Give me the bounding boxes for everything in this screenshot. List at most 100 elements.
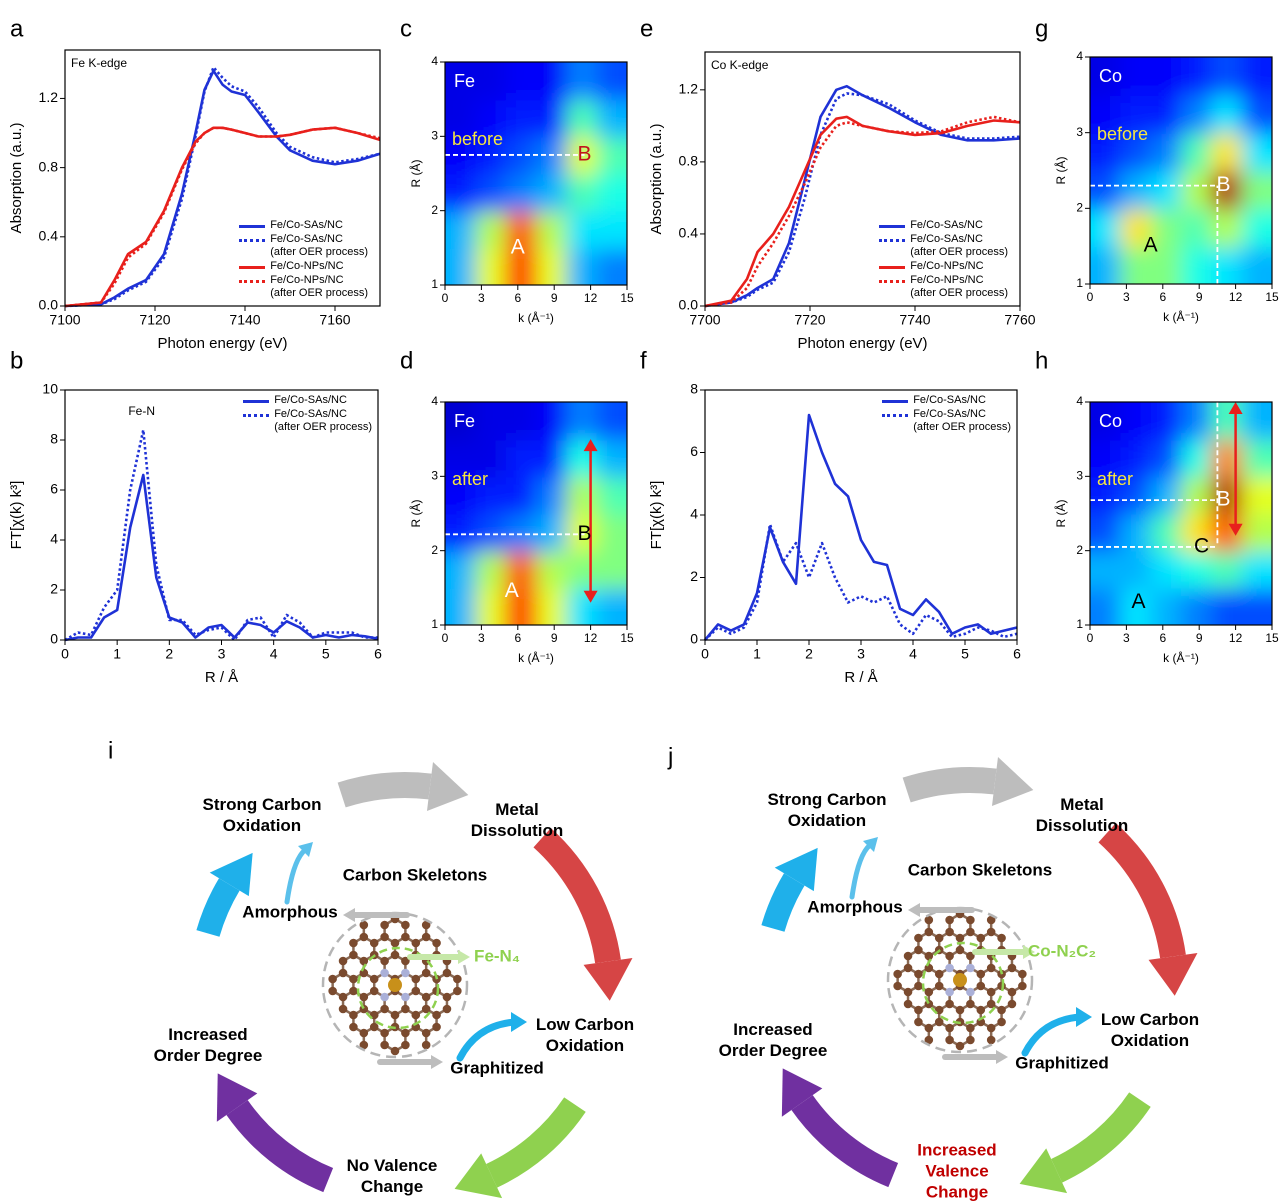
atom (986, 963, 996, 973)
panel-label: d (400, 347, 413, 374)
diagram-label: Graphitized (450, 1058, 544, 1078)
diagram-label: Carbon Skeletons (907, 860, 1053, 880)
heatmap-cells (445, 62, 627, 285)
legend-swatch (239, 239, 266, 242)
heatmap-cell (505, 476, 537, 515)
x-tick-label: 5 (961, 646, 969, 662)
small-arrow (849, 842, 873, 900)
x-tick-label: 15 (620, 631, 634, 645)
legend-label: Fe/Co-NPs/NC (after OER process) (910, 274, 1008, 299)
atom (359, 920, 369, 930)
heatmap-cell (1150, 439, 1182, 478)
atom (421, 920, 431, 930)
atom (945, 927, 954, 937)
atom (442, 1004, 452, 1014)
x-tick-label: 0 (442, 291, 449, 305)
y-tick-label: 0.4 (39, 228, 59, 244)
atom (893, 981, 902, 991)
arrow-head (1148, 953, 1198, 996)
heatmap-cell (1120, 550, 1152, 589)
atom (401, 920, 410, 930)
atom (421, 1028, 431, 1038)
plot-frame (1089, 56, 1273, 285)
atom (432, 938, 441, 948)
x-tick-label: 12 (584, 631, 598, 645)
heatmap-cell (596, 476, 627, 515)
cycle-arrow (1098, 822, 1186, 959)
atom (914, 981, 923, 991)
x-tick-label: 1 (753, 646, 761, 662)
heatmap-cell (596, 587, 627, 625)
panel-label: j (667, 743, 673, 770)
atom (934, 933, 944, 943)
atom (359, 1028, 369, 1038)
atom (401, 932, 410, 942)
diagram-label: Strong Carbon Oxidation (767, 790, 887, 830)
y-tick-label: 6 (50, 481, 58, 497)
heatmap-cell (1241, 246, 1272, 284)
heatmap-cell (1241, 57, 1272, 96)
arrow-head (781, 1068, 823, 1117)
x-tick-label: 5 (322, 646, 330, 662)
atom (1007, 963, 1017, 973)
x-tick-label: 4 (909, 646, 917, 662)
atom (914, 945, 923, 955)
atom (369, 974, 379, 984)
legend-entry: Fe/Co-NPs/NC (239, 260, 368, 273)
legend-label: Fe/Co-SAs/NC (913, 394, 986, 406)
heatmap-cell (505, 439, 537, 478)
heatmap-cell (1150, 57, 1182, 96)
cycle-arrow (226, 1099, 334, 1193)
heatmap-cell (566, 476, 598, 515)
y-tick-label: 3 (431, 469, 438, 483)
atom (369, 986, 379, 996)
heatmap-cell (1181, 439, 1213, 478)
y-tick-label: 4 (431, 54, 438, 68)
state-label: after (452, 469, 488, 489)
heatmap (1090, 402, 1272, 625)
arrow-head (426, 762, 469, 812)
arrow-head (774, 847, 818, 892)
atom (390, 938, 400, 948)
atom (328, 974, 337, 984)
atom (945, 1023, 954, 1033)
heatmap-cell (1211, 587, 1243, 625)
heatmap-cell (1120, 170, 1152, 210)
heatmap-cell (475, 247, 507, 285)
heatmap-cell (1241, 94, 1272, 134)
y-tick-label: 1.2 (679, 81, 699, 97)
heatmap-cell (445, 439, 477, 478)
heatmap-cell (445, 173, 477, 212)
heatmap-cell (475, 99, 507, 138)
arrow-head (996, 1050, 1008, 1064)
metal-atom (388, 978, 402, 992)
heatmap-cell (1120, 208, 1152, 248)
series-line (64, 473, 379, 642)
heatmap-cell (566, 247, 598, 285)
atom (966, 1023, 975, 1033)
heatmap-cell (1120, 587, 1152, 625)
heatmap-cell (536, 99, 568, 138)
heatmap-cell (475, 173, 507, 212)
panel-label: b (10, 347, 23, 374)
heatmap-cell (475, 587, 507, 625)
atom (986, 915, 996, 925)
atom (380, 1040, 389, 1050)
heatmap-cell (1211, 208, 1243, 248)
atom (966, 927, 975, 937)
series-line (64, 428, 378, 642)
atom (945, 987, 954, 997)
atom (997, 1005, 1006, 1015)
heatmap-cell (445, 513, 477, 552)
heatmap-cell (505, 587, 537, 625)
atom (380, 932, 389, 942)
atom (966, 915, 975, 925)
heatmap-cell (1120, 94, 1152, 134)
heatmap-cell (445, 62, 477, 101)
heatmap-cell (1120, 57, 1152, 96)
atom (934, 969, 944, 979)
atom (390, 950, 400, 960)
panel-label: i (108, 737, 113, 764)
x-axis-label: R / Å (205, 669, 238, 686)
cycle-arrow (485, 1097, 586, 1188)
